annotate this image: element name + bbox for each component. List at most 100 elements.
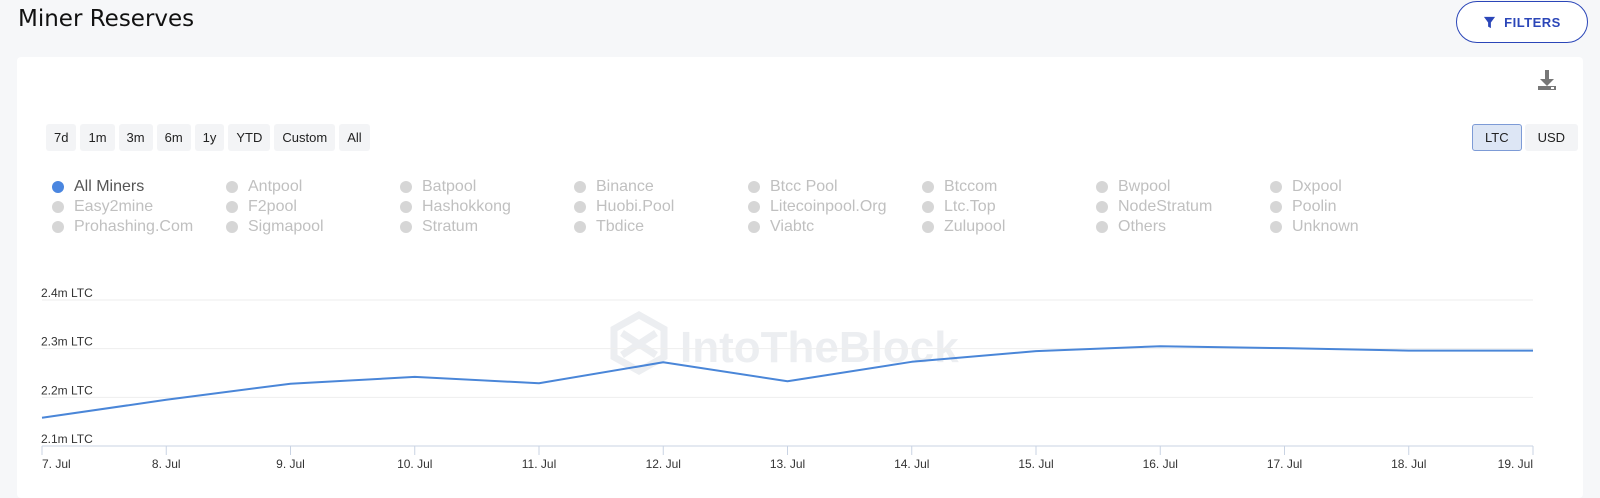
x-tick-label: 14. Jul [894,457,929,471]
legend-label: Poolin [1292,197,1337,215]
legend-dot-icon [574,200,586,213]
y-tick-label: 2.2m LTC [41,383,93,397]
legend-label: Viabtc [770,217,815,235]
legend-label: Btccom [944,177,998,195]
y-tick-label: 2.3m LTC [41,335,93,349]
range-button-1y[interactable]: 1y [194,124,225,151]
range-selector: 7d 1m 3m 6m 1y YTD Custom All [46,124,370,151]
legend-label: Antpool [248,177,303,195]
range-button-1m[interactable]: 1m [80,124,115,151]
x-tick-label: 10. Jul [397,457,432,471]
range-button-7d[interactable]: 7d [46,124,77,151]
legend-dot-icon [748,180,760,193]
x-tick-label: 17. Jul [1267,457,1302,471]
page-title: Miner Reserves [18,6,195,32]
legend-label: Dxpool [1292,177,1342,195]
legend-dot-icon [1096,180,1108,193]
filters-button-label: FILTERS [1504,14,1561,30]
legend-label: Easy2mine [74,197,154,215]
y-tick-label: 2.4m LTC [41,286,93,300]
legend-dot-icon [400,220,412,233]
legend-dot-icon [574,220,586,233]
x-tick-label: 13. Jul [770,457,805,471]
legend-item[interactable]: Litecoinpool.Org [748,198,922,215]
legend-dot-icon [1270,180,1282,193]
legend-dot-icon [226,180,238,193]
legend-item[interactable]: Hashokkong [400,198,574,215]
range-button-custom[interactable]: Custom [274,124,336,151]
legend-item[interactable]: Prohashing.Com [52,218,226,235]
y-tick-label: 2.1m LTC [41,432,93,446]
legend-dot-icon [1096,200,1108,213]
filter-icon [1484,16,1496,28]
legend-label: Bwpool [1118,177,1171,195]
legend-item[interactable]: Zulupool [922,218,1096,235]
legend-label: Litecoinpool.Org [770,197,887,215]
legend-label: Others [1118,217,1167,235]
x-tick-label: 12. Jul [646,457,681,471]
download-icon[interactable] [1536,69,1558,91]
unit-button-ltc[interactable]: LTC [1472,124,1522,151]
legend: All Miners Antpool Batpool Binance Btcc Pool… [52,178,1452,235]
legend-dot-icon [748,220,760,233]
legend-dot-icon [52,220,64,233]
range-button-6m[interactable]: 6m [156,124,191,151]
legend-dot-icon [574,180,586,193]
legend-label: Prohashing.Com [74,217,194,235]
legend-dot-icon [1096,220,1108,233]
legend-dot-icon [400,180,412,193]
legend-dot-icon [748,200,760,213]
legend-dot-icon [1270,220,1282,233]
legend-item[interactable]: Dxpool [1270,178,1444,195]
chart-card: 7d 1m 3m 6m 1y YTD Custom All LTC USD All Miners… [17,57,1583,498]
series-line-all-miners[interactable] [41,345,1533,419]
legend-dot-icon [52,200,64,213]
legend-label: Stratum [422,217,479,235]
legend-item[interactable]: F2pool [226,198,400,215]
legend-item[interactable]: Viabtc [748,218,922,235]
range-button-3m[interactable]: 3m [118,124,153,151]
legend-item[interactable]: Unknown [1270,218,1444,235]
filters-button[interactable]: FILTERS [1456,1,1588,43]
legend-item[interactable]: Tbdice [574,218,748,235]
legend-item[interactable]: Btccom [922,178,1096,195]
line-chart: IntoTheBlock 2.4m LTC 2.3m LTC 2.2m LTC 2.1… [41,286,1534,471]
legend-item[interactable]: Ltc.Top [922,198,1096,215]
legend-label: Ltc.Top [944,197,996,215]
legend-item[interactable]: NodeStratum [1096,198,1270,215]
legend-label: Batpool [422,177,477,195]
legend-item[interactable]: Bwpool [1096,178,1270,195]
legend-item[interactable]: Antpool [226,178,400,195]
legend-item[interactable]: Easy2mine [52,198,226,215]
x-tick-label: 16. Jul [1143,457,1178,471]
watermark: IntoTheBlock [610,310,959,376]
range-button-ytd[interactable]: YTD [228,124,271,151]
legend-label: NodeStratum [1118,197,1213,215]
intotheblock-logo-icon [610,310,668,376]
legend-label: All Miners [74,177,145,195]
legend-item[interactable]: Btcc Pool [748,178,922,195]
legend-dot-icon [52,180,64,193]
legend-item[interactable]: Sigmapool [226,218,400,235]
legend-item[interactable]: Stratum [400,218,574,235]
x-tick-label: 9. Jul [276,457,305,471]
legend-item[interactable]: Others [1096,218,1270,235]
x-tick-label: 8. Jul [152,457,181,471]
legend-label: Binance [596,177,654,195]
range-button-all[interactable]: All [339,124,370,151]
legend-dot-icon [400,200,412,213]
unit-button-usd[interactable]: USD [1524,124,1579,151]
legend-item[interactable]: Binance [574,178,748,195]
unit-selector: LTC USD [1472,124,1579,151]
legend-label: Btcc Pool [770,177,838,195]
legend-item[interactable]: Huobi.Pool [574,198,748,215]
legend-label: F2pool [248,197,297,215]
legend-label: Huobi.Pool [596,197,675,215]
watermark-text: IntoTheBlock [680,323,959,372]
legend-label: Sigmapool [248,217,324,235]
legend-item[interactable]: All Miners [52,178,226,195]
legend-item[interactable]: Batpool [400,178,574,195]
legend-item[interactable]: Poolin [1270,198,1444,215]
x-tick-label: 7. Jul [42,457,71,471]
x-tick-label: 18. Jul [1391,457,1426,471]
